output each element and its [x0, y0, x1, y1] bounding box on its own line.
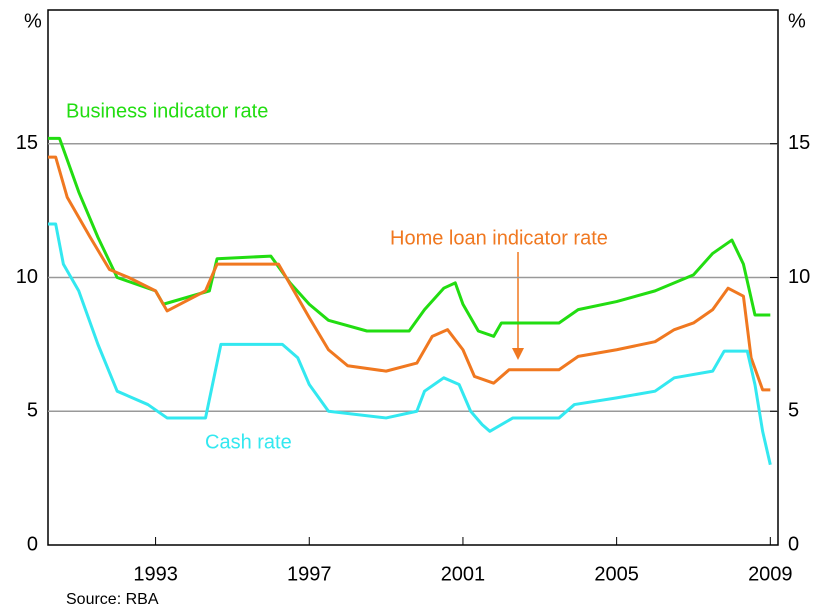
x-tick-label: 1997	[287, 563, 332, 585]
y2-tick-label: 0	[788, 533, 799, 555]
source: Source: RBA	[66, 591, 159, 608]
x-tick-label: 2009	[748, 563, 793, 585]
x-tick-label: 1993	[133, 563, 178, 585]
series-label: Business indicator rate	[66, 100, 268, 122]
y-tick-label: 15	[16, 132, 38, 154]
y-tick-label: 10	[16, 266, 38, 288]
x-tick-label: 2001	[441, 563, 486, 585]
y2-tick-label: 10	[788, 266, 810, 288]
y-unit-left: %	[24, 10, 42, 32]
series-line	[48, 155, 771, 392]
y2-tick-label: 5	[788, 400, 799, 422]
y2-tick-label: 15	[788, 132, 810, 154]
series-label: Home loan indicator rate	[390, 227, 608, 249]
annotation-arrowhead	[512, 348, 524, 360]
series-label: Cash rate	[205, 431, 292, 453]
y-tick-label: 5	[27, 400, 38, 422]
y-unit-right: %	[788, 10, 806, 32]
y-tick-label: 0	[27, 533, 38, 555]
x-tick-label: 2005	[594, 563, 639, 585]
series-line	[48, 222, 772, 466]
